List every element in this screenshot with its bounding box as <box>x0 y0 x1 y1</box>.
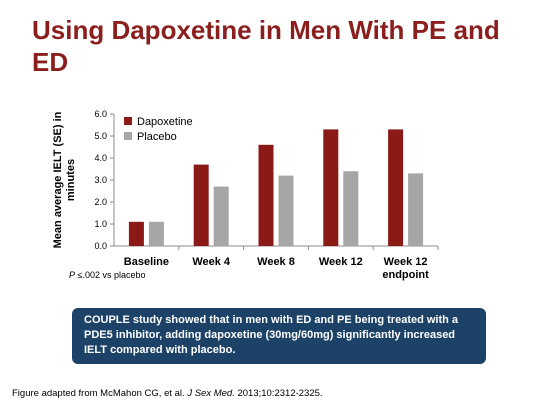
legend-label-placebo: Placebo <box>137 131 177 143</box>
bar-dapoxetine-1 <box>193 164 209 246</box>
slide-title: Using Dapoxetine in Men With PE and ED <box>32 15 500 77</box>
citation-authors: Figure adapted from McMahon CG, et al. <box>12 388 188 399</box>
y-tick-label: 0.0 <box>94 241 107 251</box>
bar-chart: 0.0 1.0 2.0 3.0 4.0 5.0 6.0 Mean average IELT (… <box>52 109 439 281</box>
y-tick-label: 6.0 <box>94 109 107 119</box>
x-category-label: Week 12 <box>384 256 428 268</box>
legend-label-dapoxetine: Dapoxetine <box>137 116 193 128</box>
y-tick-label: 2.0 <box>94 197 107 207</box>
footnote-p-text: ≤.002 vs placebo <box>75 270 146 280</box>
x-category-label: Week 12 <box>319 256 363 268</box>
bar-placebo-4 <box>408 173 424 246</box>
bar-dapoxetine-2 <box>258 144 274 246</box>
legend-swatch-dapoxetine <box>124 117 132 125</box>
bar-placebo-0 <box>148 221 164 246</box>
y-tick-label: 5.0 <box>94 131 107 141</box>
x-category-label: endpoint <box>382 269 429 281</box>
bar-dapoxetine-0 <box>128 221 144 246</box>
significance-footnote: P ≤.002 vs placebo <box>69 270 146 280</box>
x-category-label: Week 4 <box>192 256 231 268</box>
bar-placebo-3 <box>343 171 359 246</box>
y-axis-label: minutes <box>65 159 77 201</box>
study-callout-box: COUPLE study showed that in men with ED … <box>72 308 486 364</box>
bar-dapoxetine-4 <box>388 129 404 246</box>
footnote-p-symbol: P <box>69 270 76 280</box>
y-tick-label: 3.0 <box>94 175 107 185</box>
x-category-label: Baseline <box>124 256 169 268</box>
y-axis-label: Mean average IELT (SE) in <box>52 111 64 248</box>
y-tick-label: 1.0 <box>94 219 107 229</box>
bar-placebo-2 <box>278 175 294 246</box>
citation-journal: J Sex Med. <box>187 388 235 399</box>
y-tick-label: 4.0 <box>94 153 107 163</box>
x-category-label: Week 8 <box>257 256 295 268</box>
legend-swatch-placebo <box>124 132 132 140</box>
citation-details: 2013;10:2312-2325. <box>234 388 323 399</box>
bar-placebo-1 <box>213 186 229 246</box>
bar-dapoxetine-3 <box>323 129 339 246</box>
source-citation: Figure adapted from McMahon CG, et al. J… <box>12 388 323 399</box>
